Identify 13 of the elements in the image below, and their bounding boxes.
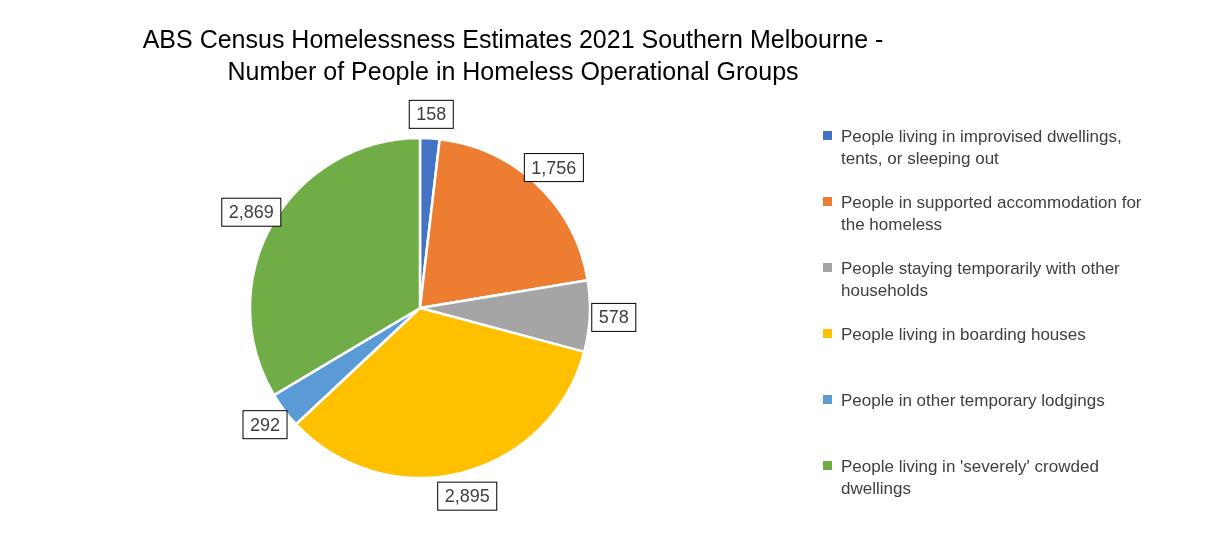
data-label: 158 [416,104,447,125]
chart-title: ABS Census Homelessness Estimates 2021 Southern Melbourne - Number of People in Homeless Operational Groups [142,25,884,85]
legend-label: People in supported accommodation for the homeless [841,192,1142,234]
legend-label: People living in boarding houses [841,324,1086,344]
data-label: 1,756 [531,157,577,178]
legend-label: People staying temporarily with other households [841,258,1121,300]
legend-label: People living in improvised dwellings, tents, or sleeping out [841,126,1122,168]
data-label: 2,869 [228,202,274,223]
data-label: 578 [598,307,629,328]
data-label: 292 [249,414,281,435]
legend-label: People living in 'severely' crowded dwellings [841,456,1099,498]
legend-label: People in other temporary lodgings [841,390,1105,410]
data-label: 2,895 [444,486,490,507]
